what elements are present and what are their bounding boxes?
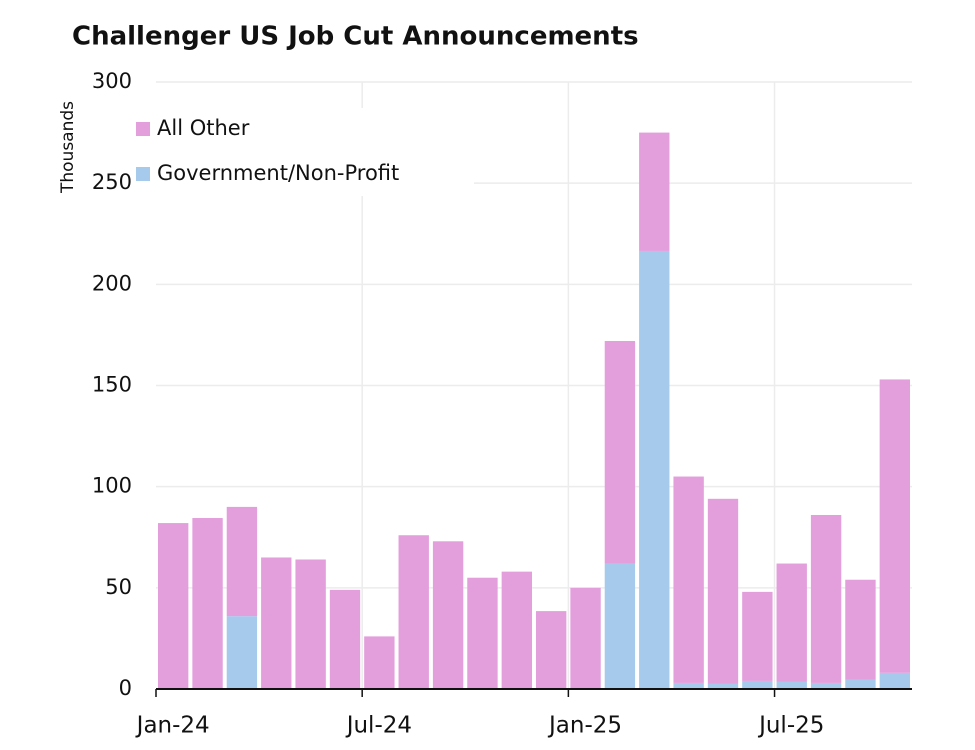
bar-segment (226, 616, 258, 689)
bar-segment (879, 379, 910, 673)
bar-segment (707, 498, 739, 684)
legend-swatch (136, 167, 150, 181)
bar-segment (536, 611, 567, 689)
bar-segment (879, 672, 910, 689)
bar-segment (570, 587, 601, 689)
bar-segment (810, 682, 842, 689)
y-tick-label: 50 (105, 575, 132, 599)
bar-segment (639, 132, 670, 251)
y-tick-label: 250 (92, 170, 132, 194)
chart-title: Challenger US Job Cut Announcements (72, 22, 639, 52)
bar-segment (226, 506, 258, 617)
y-tick-label: 0 (119, 676, 132, 700)
bar-segment (432, 541, 464, 689)
x-tick-label: Jul-24 (345, 713, 412, 739)
bar-segment (639, 250, 670, 689)
y-tick-label: 300 (92, 69, 132, 93)
bar-segment (707, 683, 739, 689)
bar-segment (673, 476, 704, 683)
bar-segment (192, 518, 223, 689)
bar-segment (776, 681, 807, 689)
y-tick-label: 150 (92, 373, 132, 397)
legend-swatch (136, 122, 150, 136)
bar-segment (604, 340, 636, 564)
bar-segment (604, 563, 636, 689)
bar-segment (398, 535, 429, 689)
bar-segment (261, 557, 292, 689)
x-tick-label: Jul-25 (757, 713, 824, 739)
bar-segment (810, 514, 842, 683)
y-tick-label: 200 (92, 271, 132, 295)
legend-label: Government/Non-Profit (157, 161, 399, 185)
x-tick-label: Jan-24 (135, 713, 210, 739)
bar-segment (364, 636, 395, 689)
legend-label: All Other (157, 116, 250, 140)
bar-segment (742, 680, 773, 689)
x-tick-label: Jan-25 (547, 713, 622, 739)
bar-segment (845, 579, 876, 680)
bar-segment (742, 591, 773, 681)
bar-segment (776, 563, 807, 682)
bar-segment (467, 577, 498, 689)
bar-segment (501, 571, 532, 689)
bar-segment (295, 559, 326, 689)
legend-box (152, 108, 474, 196)
y-axis-label: Thousands (58, 101, 78, 194)
bar-segment (673, 682, 704, 689)
bar-segment (329, 589, 361, 689)
bar-segment (158, 523, 189, 689)
bar-segment (845, 679, 876, 689)
y-tick-label: 100 (92, 474, 132, 498)
